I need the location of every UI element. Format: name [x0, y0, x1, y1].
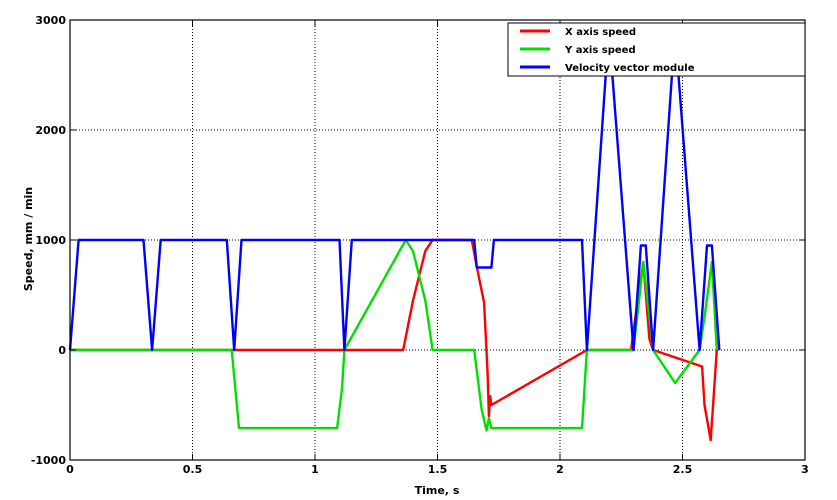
x-tick-label: 1	[311, 463, 319, 476]
legend-label-y-axis-speed: Y axis speed	[564, 45, 636, 56]
series-line-x-axis-speed	[70, 238, 718, 442]
x-tick-label: 3	[801, 463, 809, 476]
y-tick-label: 2000	[35, 124, 66, 137]
x-tick-label: 2	[556, 463, 564, 476]
series-line-y-axis-speed	[70, 238, 718, 432]
x-tick-label: 1.5	[428, 463, 448, 476]
legend: X axis speed Y axis speed Velocity vecto…	[507, 22, 806, 77]
x-tick-label: 2.5	[673, 463, 693, 476]
legend-box	[507, 22, 806, 77]
series-line-velocity-vector-module	[68, 51, 721, 352]
y-tick-label: 0	[58, 344, 66, 357]
legend-label-x-axis-speed: X axis speed	[565, 27, 636, 38]
y-tick-label: 3000	[35, 14, 66, 27]
legend-label-velocity-vector-module: Velocity vector module	[565, 63, 695, 74]
x-tick-label: 0	[66, 463, 74, 476]
series-layer	[68, 51, 721, 442]
y-tick-label: -1000	[31, 454, 67, 467]
y-axis-label: Speed, mm / min	[22, 187, 35, 291]
y-tick-label: 1000	[35, 234, 66, 247]
x-axis-label: Time, s	[415, 484, 460, 497]
x-tick-label: 0.5	[183, 463, 203, 476]
